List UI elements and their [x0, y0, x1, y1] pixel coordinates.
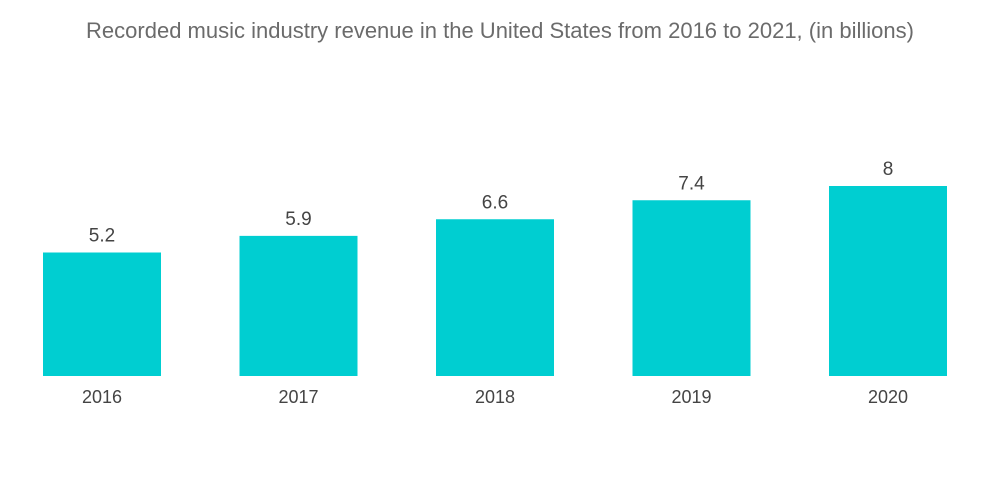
value-labels-group: 5.2 5.9 6.6 7.4 8: [89, 159, 894, 247]
x-tick-label-2019: 2019: [671, 387, 711, 407]
x-tick-label-2018: 2018: [475, 387, 515, 407]
bar-2019: [632, 200, 751, 376]
bar-2018: [436, 219, 554, 376]
chart-title: Recorded music industry revenue in the U…: [86, 18, 914, 43]
x-tick-label-2020: 2020: [868, 387, 908, 407]
x-tick-label-2017: 2017: [278, 387, 318, 407]
value-label-2020: 8: [883, 159, 894, 180]
value-label-2019: 7.4: [678, 173, 705, 194]
x-axis-tick-labels: 2016 2017 2018 2019 2020: [82, 387, 908, 407]
bar-2020: [829, 186, 947, 376]
bars-group: [43, 186, 947, 376]
value-label-2018: 6.6: [482, 192, 508, 213]
x-tick-label-2016: 2016: [82, 387, 122, 407]
bar-2017: [239, 235, 358, 376]
value-label-2017: 5.9: [285, 209, 311, 230]
value-label-2016: 5.2: [89, 226, 115, 247]
bar-2016: [43, 252, 161, 376]
